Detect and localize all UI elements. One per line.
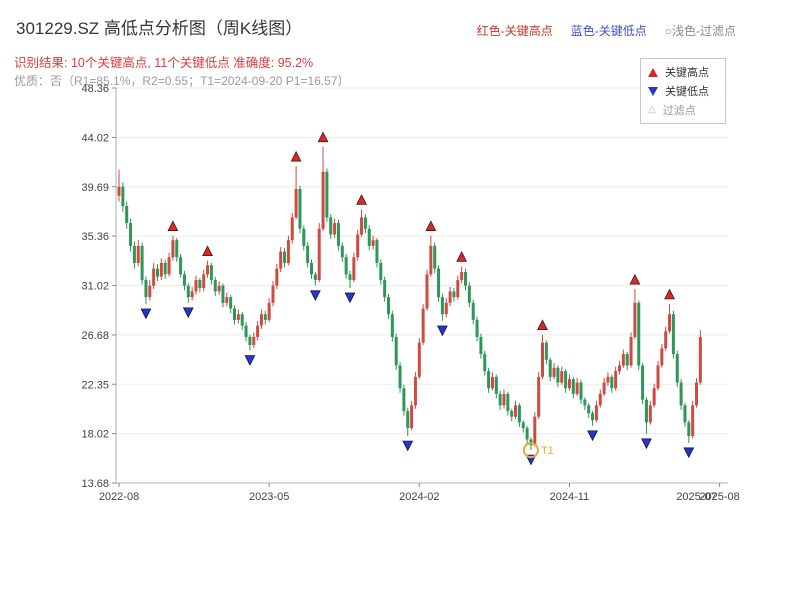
svg-text:39.69: 39.69 <box>81 182 109 194</box>
candles <box>117 146 702 451</box>
key-low-triangle-icon <box>648 86 658 96</box>
key-high-markers <box>167 131 675 331</box>
svg-text:2025-08: 2025-08 <box>699 491 739 503</box>
legend-item-key-high: 关键高点 <box>648 65 718 79</box>
svg-text:48.36: 48.36 <box>81 83 109 95</box>
svg-text:31.02: 31.02 <box>81 281 109 293</box>
legend-filter-point-label: ○浅色-过滤点 <box>664 24 736 38</box>
legend-item-filter: △ 过滤点 <box>648 103 718 118</box>
key-high-triangle-icon <box>648 67 658 77</box>
grid-lines <box>116 87 728 484</box>
svg-text:35.36: 35.36 <box>81 231 109 243</box>
legend-key-low-label: 蓝色-关键低点 <box>570 24 647 38</box>
svg-text:2023-05: 2023-05 <box>249 491 289 503</box>
legend-key-high-label: 红色-关键高点 <box>476 24 553 38</box>
svg-text:22.35: 22.35 <box>81 379 109 391</box>
filter-triangle-icon: △ <box>648 104 656 115</box>
legend-item-label: 关键高点 <box>665 67 709 79</box>
quality-metrics-text: 优质：否（R1=85.1%，R2=0.55；T1=2024-09-20 P1=1… <box>14 74 350 88</box>
x-axis-labels: 2022-08 2023-05 2024-02 2024-11 2025-082025-… <box>99 491 740 503</box>
svg-text:18.02: 18.02 <box>81 429 109 441</box>
color-legend: 红色-关键高点 蓝色-关键低点 ○浅色-过滤点 <box>477 22 736 39</box>
axes <box>112 87 728 487</box>
legend-item-key-low: 关键低点 <box>648 84 718 98</box>
svg-text:44.02: 44.02 <box>81 132 109 144</box>
svg-text:26.68: 26.68 <box>81 330 109 342</box>
legend-item-label: 关键低点 <box>665 86 709 98</box>
recognition-result-text: 识别结果: 10个关键高点, 11个关键低点 准确度: 95.2% <box>14 56 314 70</box>
y-axis-labels: 48.36 44.02 39.69 35.36 31.02 26.68 22.35 18.02… <box>81 83 109 490</box>
svg-text:T1: T1 <box>541 445 554 457</box>
svg-text:2024-11: 2024-11 <box>550 491 590 503</box>
svg-text:13.68: 13.68 <box>81 478 109 490</box>
svg-text:2024-02: 2024-02 <box>399 491 439 503</box>
svg-text:2025-07: 2025-07 <box>676 491 716 503</box>
legend-item-label: 过滤点 <box>662 105 696 117</box>
page-title: 301229.SZ 高低点分析图（周K线图） <box>16 19 303 38</box>
svg-text:2022-08: 2022-08 <box>99 491 139 503</box>
t1-marker: T1 <box>522 442 554 459</box>
marker-legend: 关键高点 关键低点 △ 过滤点 <box>640 58 726 124</box>
